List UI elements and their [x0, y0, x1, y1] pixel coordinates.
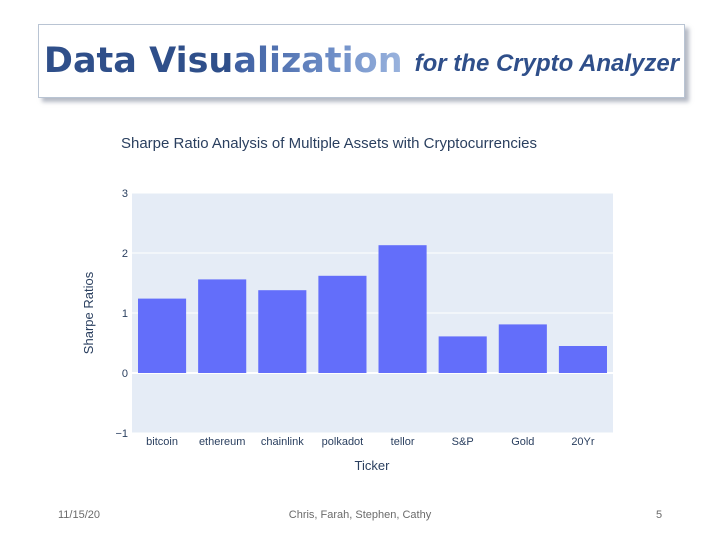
y-tick-label: 0	[122, 368, 128, 380]
x-tick-label: chainlink	[261, 436, 304, 448]
slide-title: Data Visualization	[44, 41, 403, 81]
slide-subtitle: for the Crypto Analyzer	[414, 50, 680, 77]
footer-authors: Chris, Farah, Stephen, Cathy	[288, 509, 432, 521]
y-axis-label: Sharpe Ratios	[81, 271, 96, 354]
x-tick-label: 20Yr	[571, 436, 595, 448]
bar-chainlink[interactable]	[258, 290, 307, 373]
y-tick-label: 2	[122, 248, 128, 260]
bar-ethereum[interactable]	[198, 279, 247, 373]
slide-title-part1: Data Visu	[43, 41, 234, 81]
x-axis-ticks: bitcoin ethereum chainlink polkadot tellor S&…	[146, 436, 595, 448]
y-tick-label: 1	[122, 308, 128, 320]
bar-20yr[interactable]	[558, 346, 607, 373]
bars	[138, 245, 607, 373]
x-tick-label: bitcoin	[146, 436, 178, 448]
y-tick-label: 3	[122, 188, 128, 200]
x-tick-label: polkadot	[322, 436, 364, 448]
x-tick-label: Gold	[511, 436, 534, 448]
footer-date: 11/15/20	[58, 509, 101, 521]
x-tick-label: S&P	[452, 436, 474, 448]
slide-title-box: Data Visualization for the Crypto Analyz…	[38, 24, 685, 98]
bar-gold[interactable]	[498, 324, 547, 373]
bar-bitcoin[interactable]	[138, 298, 187, 373]
chart-title: Sharpe Ratio Analysis of Multiple Assets…	[121, 135, 537, 152]
page-number: 5	[656, 509, 663, 521]
x-axis-label: Ticker	[355, 458, 391, 473]
x-tick-label: tellor	[391, 436, 415, 448]
bar-polkadot[interactable]	[318, 275, 367, 373]
y-tick-label: −1	[115, 428, 128, 440]
x-tick-label: ethereum	[199, 436, 245, 448]
slide-title-part2: alization	[233, 41, 403, 81]
bar-sp[interactable]	[438, 336, 487, 373]
bar-tellor[interactable]	[378, 245, 427, 373]
y-axis-ticks: 3 2 1 0 −1	[115, 188, 128, 440]
